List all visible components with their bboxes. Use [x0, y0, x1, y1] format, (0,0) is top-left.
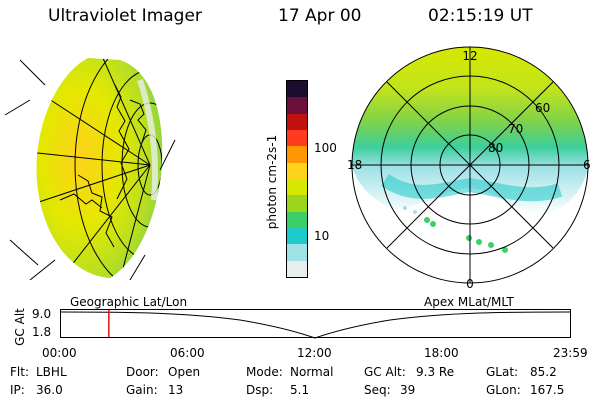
mlt-label-0: 0	[466, 277, 474, 290]
colorbar-band	[287, 260, 307, 277]
lat-label-80: 80	[488, 141, 503, 155]
seq-label: Seq:	[364, 383, 391, 397]
colorbar-band	[287, 113, 307, 130]
mode-value: Normal	[290, 365, 334, 379]
filter-value: LBHL	[36, 365, 67, 379]
timeline-y-tick-1: 1.8	[32, 325, 52, 339]
colorbar-unit-label: photon cm-2s-1	[265, 134, 279, 230]
filter-label: Flt:	[10, 365, 29, 379]
glon-label: GLon:	[486, 383, 521, 397]
colorbar-tick-100: 100	[314, 141, 337, 155]
gc-alt-label: GC Alt:	[364, 365, 406, 379]
timeline-x-tick-0000: 00:00	[42, 346, 77, 360]
emission-spot	[466, 235, 472, 241]
glon-value: 167.5	[530, 383, 565, 397]
timeline-x-tick-1200: 12:00	[297, 346, 332, 360]
lat-label-70: 70	[508, 122, 523, 136]
emission-spot	[502, 247, 508, 253]
timeline-x-tick-2359: 23:59	[553, 346, 588, 360]
glat-label: GLat:	[486, 365, 519, 379]
lat-label-60: 60	[535, 101, 550, 115]
timeline-y-tick-9: 9.0	[32, 307, 52, 321]
image-date: 17 Apr 00	[278, 6, 362, 26]
dsp-value: 5.1	[290, 383, 310, 397]
gain-value: 13	[168, 383, 184, 397]
door-label: Door:	[126, 365, 159, 379]
colorbar-band	[287, 81, 307, 98]
colorbar-band	[287, 129, 307, 147]
emission-spot	[413, 210, 417, 214]
colorbar	[286, 80, 308, 278]
gc-alt-value: 9.3 Re	[416, 365, 455, 379]
magnetic-polar-plot: 80 70 60 12 18 6 0	[347, 46, 591, 290]
emission-spot	[488, 242, 494, 248]
ip-label: IP:	[10, 383, 25, 397]
colorbar-band	[287, 244, 307, 261]
seq-value: 39	[400, 383, 416, 397]
timeline-right-title: Apex MLat/MLT	[424, 295, 514, 309]
mlt-label-18: 18	[347, 158, 362, 172]
emission-spot	[424, 217, 430, 223]
timeline-x-tick-1800: 18:00	[424, 346, 459, 360]
globe-emission-area	[36, 58, 163, 278]
timeline-left-title: Geographic Lat/Lon	[70, 295, 188, 309]
mlt-label-6: 6	[583, 158, 591, 172]
glat-value: 85.2	[530, 365, 557, 379]
gc-altitude-timeline	[60, 309, 571, 339]
colorbar-band	[287, 195, 307, 212]
colorbar-band	[287, 178, 307, 196]
colorbar-band	[287, 162, 307, 179]
timeline-y-axis-label: GC Alt	[13, 308, 27, 346]
geographic-globe-image	[4, 58, 176, 280]
colorbar-band	[287, 146, 307, 163]
dsp-label: Dsp:	[246, 383, 274, 397]
altitude-curve	[60, 311, 571, 339]
emission-spot	[430, 221, 436, 227]
colorbar-band	[287, 97, 307, 114]
gain-label: Gain:	[126, 383, 158, 397]
colorbar-band	[287, 227, 307, 245]
mode-label: Mode:	[246, 365, 283, 379]
emission-spot	[403, 206, 407, 210]
colorbar-tick-10: 10	[314, 229, 330, 243]
colorbar-band	[287, 211, 307, 228]
ip-value: 36.0	[36, 383, 63, 397]
image-time: 02:15:19 UT	[428, 6, 533, 26]
mlt-label-12: 12	[462, 49, 477, 63]
emission-spot	[476, 239, 482, 245]
instrument-title: Ultraviolet Imager	[48, 6, 202, 26]
door-value: Open	[168, 365, 201, 379]
timeline-x-tick-0600: 06:00	[170, 346, 205, 360]
